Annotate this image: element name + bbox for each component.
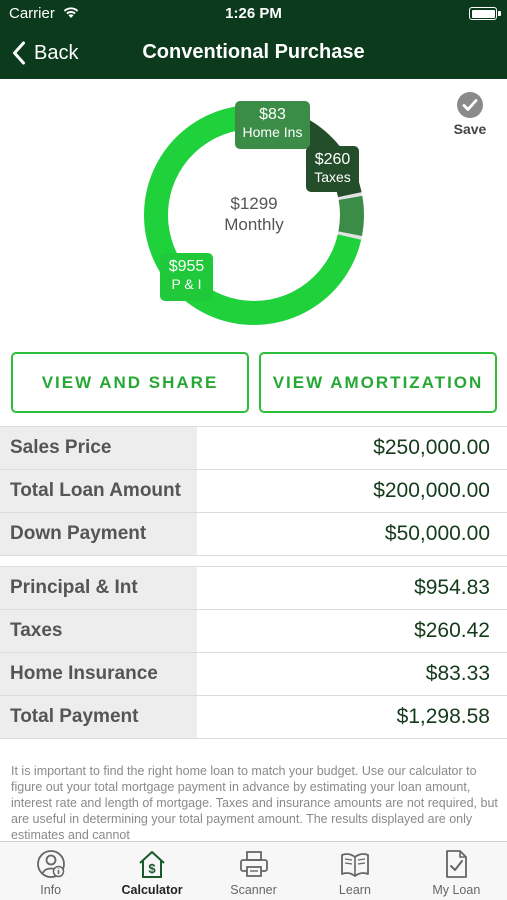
tab-label: Learn: [338, 883, 371, 897]
status-bar: Carrier 1:26 PM: [0, 0, 507, 28]
row-label: Down Payment: [0, 513, 197, 555]
row-label: Total Loan Amount: [0, 470, 197, 512]
navigation-bar: Back Conventional Purchase: [0, 28, 507, 79]
tab-label: Calculator: [121, 883, 183, 897]
table-row: Total Loan Amount $200,000.00: [0, 470, 507, 513]
taxes-value: $260: [314, 151, 351, 168]
row-value: $1,298.58: [396, 705, 490, 728]
person-info-icon: [36, 850, 65, 878]
save-button[interactable]: Save: [447, 92, 493, 137]
carrier-label: Carrier: [9, 5, 55, 22]
document-check-icon: [446, 850, 468, 878]
tab-scanner[interactable]: Scanner: [203, 842, 304, 900]
tab-info[interactable]: Info: [0, 842, 101, 900]
row-value: $250,000.00: [373, 436, 490, 459]
table-row: Principal & Int $954.83: [0, 567, 507, 610]
taxes-name: Taxes: [314, 169, 351, 185]
row-value: $50,000.00: [384, 522, 490, 545]
back-label: Back: [34, 41, 79, 64]
monthly-total-label: Monthly: [224, 215, 284, 234]
pi-name: P & I: [171, 276, 202, 292]
table-row: Down Payment $50,000.00: [0, 513, 507, 556]
chart-label-home-ins: $83 Home Ins: [235, 101, 310, 149]
row-value: $954.83: [414, 576, 490, 599]
save-label: Save: [453, 121, 487, 137]
tab-label: My Loan: [432, 883, 481, 897]
table-row: Taxes $260.42: [0, 610, 507, 653]
disclaimer-text: It is important to find the right home l…: [11, 764, 498, 841]
donut-segment-home-ins: [338, 195, 364, 236]
row-label: Total Payment: [0, 696, 197, 738]
chevron-left-icon: [13, 41, 25, 65]
battery-tip: [498, 11, 501, 16]
printer-icon: [239, 851, 268, 877]
view-and-share-button[interactable]: VIEW AND SHARE: [11, 352, 249, 413]
tab-learn[interactable]: Learn: [304, 842, 405, 900]
svg-text:$: $: [148, 861, 156, 876]
table-row: Sales Price $250,000.00: [0, 427, 507, 470]
table-row: Total Payment $1,298.58: [0, 696, 507, 739]
view-amortization-button[interactable]: VIEW AMORTIZATION: [259, 352, 497, 413]
monthly-total-amount: $1299: [230, 194, 278, 213]
tab-label: Info: [40, 883, 62, 897]
table-row: Home Insurance $83.33: [0, 653, 507, 696]
row-value: $83.33: [425, 662, 490, 685]
row-value: $200,000.00: [373, 479, 490, 502]
chart-label-pi: $955 P & I: [160, 253, 213, 301]
chart-label-taxes: $260 Taxes: [306, 146, 359, 192]
tab-label: Scanner: [230, 883, 277, 897]
loan-summary-table: Sales Price $250,000.00 Total Loan Amoun…: [0, 426, 507, 556]
back-button[interactable]: Back: [12, 38, 78, 68]
payment-chart-area: $1299 Monthly $83 Home Ins $260 Taxes $9…: [0, 79, 507, 349]
tab-my-loan[interactable]: My Loan: [406, 842, 507, 900]
open-book-icon: [341, 853, 369, 877]
checkmark-icon: [457, 92, 483, 118]
home-ins-name: Home Ins: [242, 124, 303, 140]
row-label: Home Insurance: [0, 653, 197, 695]
row-label: Principal & Int: [0, 567, 197, 609]
row-value: $260.42: [414, 619, 490, 642]
row-label: Sales Price: [0, 427, 197, 469]
battery-icon: [469, 7, 497, 20]
tab-calculator[interactable]: $ Calculator: [101, 842, 202, 900]
payment-breakdown-table: Principal & Int $954.83 Taxes $260.42 Ho…: [0, 566, 507, 739]
home-ins-value: $83: [259, 106, 286, 123]
clock: 1:26 PM: [225, 5, 282, 22]
wifi-icon: [62, 5, 80, 23]
house-dollar-icon: $: [139, 851, 165, 878]
pi-value: $955: [168, 258, 205, 275]
tab-bar: Info $ Calculator Scanner: [0, 841, 507, 900]
row-label: Taxes: [0, 610, 197, 652]
